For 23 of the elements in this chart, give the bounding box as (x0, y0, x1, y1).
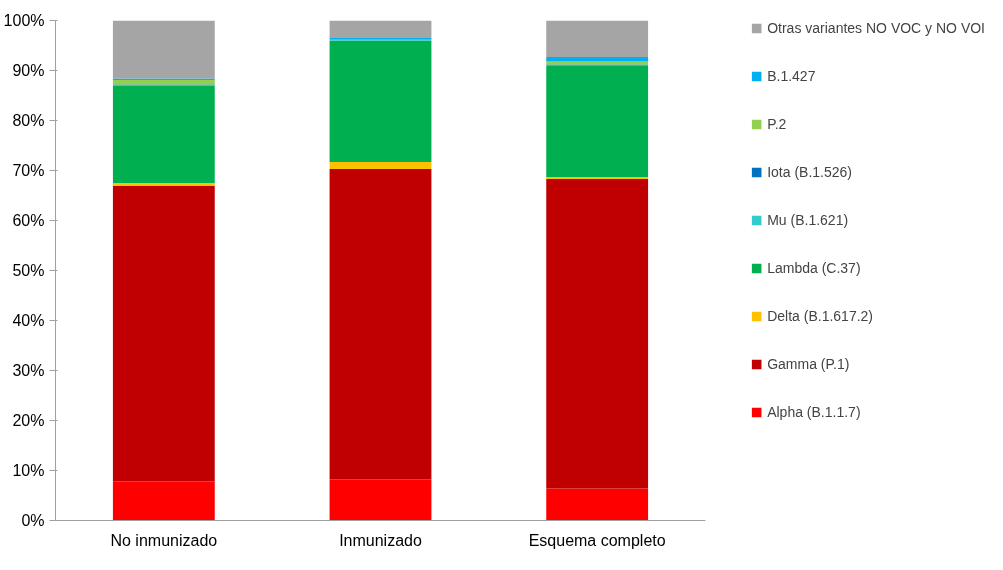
y-tick-label: 70% (12, 162, 45, 179)
legend-label: B.1.427 (767, 68, 816, 84)
legend-label: Iota (B.1.526) (767, 164, 852, 180)
legend-label: Delta (B.1.617.2) (767, 308, 874, 324)
y-tick-label: 0% (21, 512, 45, 529)
legend-label: Mu (B.1.621) (767, 212, 849, 228)
legend-label: Lambda (C.37) (767, 260, 861, 276)
x-tick-label: Esquema completo (528, 531, 666, 549)
x-tick-label: No inmunizado (110, 531, 218, 549)
y-tick-label: 80% (12, 112, 45, 129)
legend-label: Otras variantes NO VOC y NO VOI (767, 20, 985, 36)
x-tick-label: Inmunizado (339, 531, 422, 549)
y-tick-label: 50% (12, 262, 45, 279)
legend-label: P.2 (767, 116, 788, 132)
legend-label: Alpha (B.1.1.7) (767, 404, 861, 420)
y-tick-label: 20% (12, 412, 45, 429)
y-tick-label: 10% (12, 462, 45, 479)
legend-label: Gamma (P.1) (767, 356, 850, 372)
y-tick-label: 40% (12, 312, 45, 329)
y-tick-label: 90% (12, 62, 45, 79)
y-tick-label: 30% (12, 362, 45, 379)
y-tick-label: 100% (3, 12, 45, 29)
y-tick-label: 60% (12, 212, 45, 229)
